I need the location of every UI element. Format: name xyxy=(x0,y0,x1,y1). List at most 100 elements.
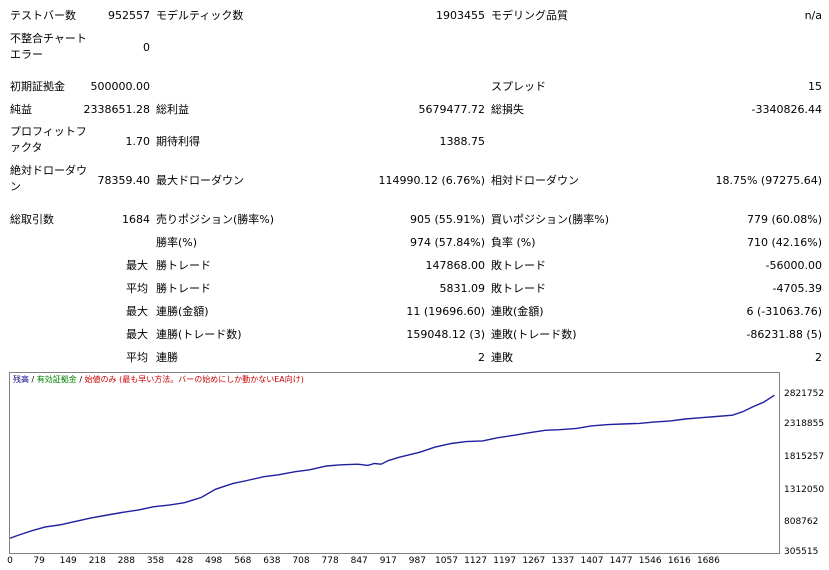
legend-separator: / xyxy=(29,375,37,384)
gross-profit-value: 5679477.72 xyxy=(418,103,485,116)
profit-factor-label: プロフィットファクタ xyxy=(10,125,87,154)
modeled-ticks-label: モデルティック数 xyxy=(156,9,244,22)
x-tick-label: 498 xyxy=(205,556,223,566)
loss-rate-label: 負率 (%) xyxy=(491,236,536,249)
x-tick-label: 428 xyxy=(176,556,194,566)
modeled-ticks-value: 1903455 xyxy=(436,9,485,22)
win-rate-label: 勝率(%) xyxy=(156,236,198,249)
total-trades-label: 総取引数 xyxy=(10,213,54,226)
max-cons-wins-count-label: 連勝(トレード数) xyxy=(156,328,242,341)
x-tick-label: 1546 xyxy=(638,556,662,566)
x-tick-label: 79 xyxy=(33,556,45,566)
abs-drawdown-label: 絶対ドローダウン xyxy=(10,164,87,193)
y-tick-label: 1815257 xyxy=(784,452,825,462)
x-tick-label: 1337 xyxy=(551,556,575,566)
largest-loss-label: 敗トレード xyxy=(491,259,546,272)
max-drawdown-label: 最大ドローダウン xyxy=(156,174,244,187)
avg-win-label: 勝トレード xyxy=(156,282,211,295)
max-prefix-amount: 最大 xyxy=(126,305,148,318)
max-cons-losses-count-value: -86231.88 (5) xyxy=(746,328,822,341)
rel-drawdown-label: 相対ドローダウン xyxy=(491,174,579,187)
balance-series-line xyxy=(10,394,775,539)
largest-win-value: 147868.00 xyxy=(425,259,486,272)
legend-balance: 残高 xyxy=(13,375,29,384)
max-cons-wins-amount-value: 11 (19696.60) xyxy=(406,305,485,318)
chart-plot xyxy=(10,394,775,539)
mismatch-errors-value: 0 xyxy=(143,41,150,54)
abs-drawdown-value: 78359.40 xyxy=(97,174,151,187)
profit-factor-value: 1.70 xyxy=(125,135,151,148)
gross-profit-label: 総利益 xyxy=(156,103,189,116)
x-tick-label: 1686 xyxy=(696,556,720,566)
avg-win-value: 5831.09 xyxy=(439,282,486,295)
x-tick-label: 917 xyxy=(379,556,397,566)
rel-drawdown-value: 18.75% (97275.64) xyxy=(715,174,822,187)
x-tick-label: 1057 xyxy=(435,556,458,566)
max-drawdown-value: 114990.12 (6.76%) xyxy=(378,174,485,187)
avg-cons-wins-label: 連勝 xyxy=(156,351,178,364)
average-prefix: 平均 xyxy=(126,282,148,295)
modeling-quality-label: モデリング品質 xyxy=(491,9,568,22)
max-cons-losses-amount-label: 連敗(金額) xyxy=(491,305,544,318)
max-prefix-count: 最大 xyxy=(126,328,148,341)
x-tick-label: 1616 xyxy=(667,556,691,566)
legend-equity: 有効証拠金 xyxy=(36,375,77,384)
x-tick-label: 1197 xyxy=(493,556,517,566)
y-tick-label: 2821752 xyxy=(784,389,825,399)
mismatch-errors-label: 不整合チャートエラー xyxy=(10,32,87,61)
avg-cons-losses-value: 2 xyxy=(815,351,822,364)
spread-label: スプレッド xyxy=(491,80,546,93)
win-rate-value: 974 (57.84%) xyxy=(409,236,485,249)
y-tick-label: 305515 xyxy=(784,547,819,557)
avg-prefix-cons: 平均 xyxy=(126,351,148,364)
loss-rate-value: 710 (42.16%) xyxy=(746,236,822,249)
long-positions-label: 買いポジション(勝率%) xyxy=(491,213,610,226)
long-positions-value: 779 (60.08%) xyxy=(746,213,822,226)
gross-loss-value: -3340826.44 xyxy=(751,103,822,116)
x-tick-label: 288 xyxy=(117,556,135,566)
x-tick-label: 778 xyxy=(321,556,339,566)
expected-payoff-value: 1388.75 xyxy=(439,135,486,148)
x-tick-label: 638 xyxy=(263,556,281,566)
legend-separator: / xyxy=(76,375,85,384)
chart-legend: 残高 / 有効証拠金 / 始値のみ (最も早い方法。バーの始めにしか動かないEA… xyxy=(13,375,304,385)
avg-cons-losses-label: 連敗 xyxy=(491,351,513,364)
y-tick-label: 1312050 xyxy=(784,485,825,495)
gross-loss-label: 総損失 xyxy=(491,103,524,116)
spread-value: 15 xyxy=(808,80,822,93)
max-cons-wins-amount-label: 連勝(金額) xyxy=(156,305,209,318)
x-tick-label: 1267 xyxy=(522,556,546,566)
max-cons-losses-count-label: 連敗(トレード数) xyxy=(491,328,577,341)
net-profit-label: 純益 xyxy=(10,103,32,116)
x-tick-label: 987 xyxy=(408,556,426,566)
largest-loss-value: -56000.00 xyxy=(765,259,822,272)
y-tick-label: 2318855 xyxy=(784,419,825,429)
max-cons-losses-amount-value: 6 (-31063.76) xyxy=(746,305,822,318)
net-profit-value: 2338651.28 xyxy=(83,103,150,116)
balance-chart: 残高 / 有効証拠金 / 始値のみ (最も早い方法。バーの始めにしか動かないEA… xyxy=(9,372,780,554)
test-bars-value: 952557 xyxy=(108,9,150,22)
x-tick-label: 149 xyxy=(59,556,77,566)
legend-note: 始値のみ (最も早い方法。バーの始めにしか動かないEA向け) xyxy=(84,375,304,384)
initial-deposit-value: 500000.00 xyxy=(90,80,151,93)
x-tick-label: 708 xyxy=(292,556,310,566)
x-tick-label: 218 xyxy=(88,556,106,566)
avg-cons-wins-value: 2 xyxy=(478,351,485,364)
x-tick-label: 1407 xyxy=(580,556,604,566)
x-tick-label: 568 xyxy=(234,556,252,566)
x-tick-label: 1127 xyxy=(464,556,488,566)
max-cons-wins-count-value: 159048.12 (3) xyxy=(406,328,485,341)
x-tick-label: 358 xyxy=(146,556,165,566)
y-tick-label: 808762 xyxy=(784,517,819,527)
largest-win-label: 勝トレード xyxy=(156,259,211,272)
modeling-quality-value: n/a xyxy=(804,9,822,22)
short-positions-label: 売りポジション(勝率%) xyxy=(156,213,275,226)
short-positions-value: 905 (55.91%) xyxy=(409,213,485,226)
initial-deposit-label: 初期証拠金 xyxy=(10,80,65,93)
expected-payoff-label: 期待利得 xyxy=(156,135,200,148)
x-tick-label: 1477 xyxy=(609,556,633,566)
avg-loss-value: -4705.39 xyxy=(772,282,822,295)
x-tick-label: 0 xyxy=(7,556,13,566)
x-tick-label: 847 xyxy=(350,556,368,566)
test-bars-label: テストバー数 xyxy=(10,9,76,22)
